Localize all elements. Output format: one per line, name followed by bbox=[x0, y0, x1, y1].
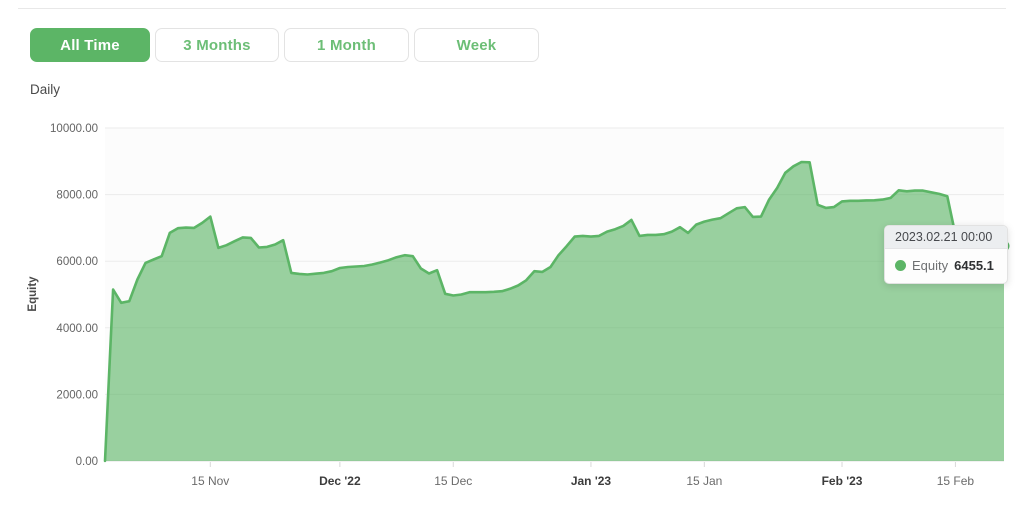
x-tick-label: Feb '23 bbox=[822, 474, 863, 488]
y-tick-label: 4000.00 bbox=[56, 323, 98, 335]
x-tick-label: 15 Feb bbox=[937, 474, 975, 488]
x-tick-label: 15 Nov bbox=[191, 474, 229, 488]
x-tick-label: 15 Dec bbox=[434, 474, 472, 488]
x-tick-label: Jan '23 bbox=[571, 474, 612, 488]
tooltip-series-label: Equity bbox=[912, 258, 949, 273]
timeframe-button-all-time[interactable]: All Time bbox=[30, 28, 150, 62]
frequency-label: Daily bbox=[30, 82, 61, 97]
top-divider bbox=[18, 8, 1006, 9]
timeframe-button-1-month[interactable]: 1 Month bbox=[284, 28, 409, 62]
x-tick-label: Dec '22 bbox=[319, 474, 361, 488]
y-tick-label: 0.00 bbox=[76, 456, 98, 468]
y-tick-label: 8000.00 bbox=[56, 190, 98, 202]
timeframe-button-group: All Time 3 Months 1 Month Week bbox=[30, 28, 539, 62]
chart-tooltip: 2023.02.21 00:00 Equity 6455.1 bbox=[884, 225, 1008, 284]
y-tick-label: 6000.00 bbox=[56, 256, 98, 268]
y-tick-label: 2000.00 bbox=[56, 389, 98, 401]
equity-series-area bbox=[105, 162, 1004, 461]
timeframe-button-3-months[interactable]: 3 Months bbox=[155, 28, 279, 62]
y-tick-label: 10000.00 bbox=[50, 123, 98, 135]
tooltip-date: 2023.02.21 00:00 bbox=[885, 226, 1007, 249]
x-tick-label: 15 Jan bbox=[686, 474, 722, 488]
tooltip-value: 6455.1 bbox=[954, 258, 994, 273]
timeframe-button-week[interactable]: Week bbox=[414, 28, 539, 62]
y-axis-title: Equity bbox=[27, 276, 39, 312]
tooltip-body: Equity 6455.1 bbox=[885, 249, 1007, 283]
equity-series-line bbox=[103, 160, 1006, 463]
series-marker-icon bbox=[895, 260, 906, 271]
